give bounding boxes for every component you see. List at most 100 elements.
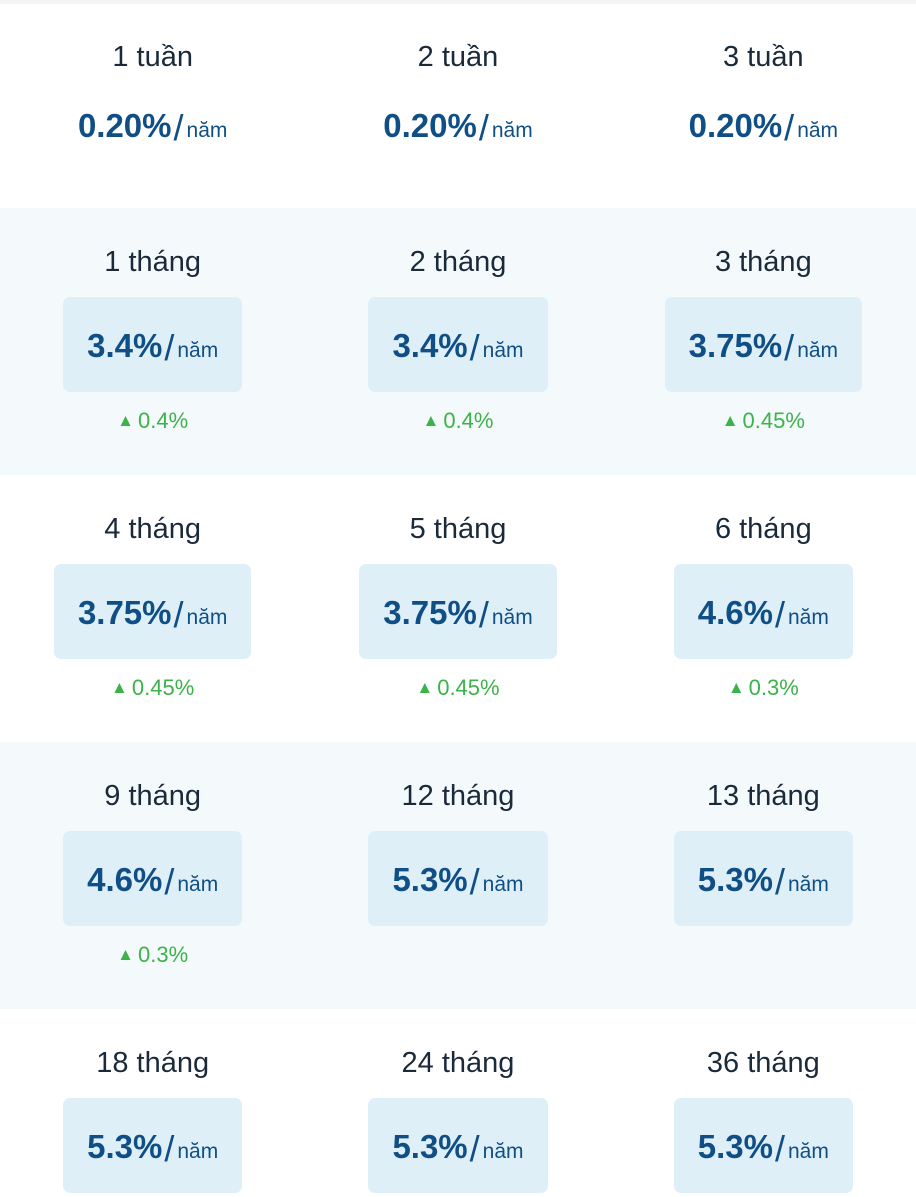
rate-percent: 5.3%	[392, 860, 468, 898]
up-triangle-icon: ▲	[117, 411, 134, 430]
rate-percent: 0.20%	[77, 107, 172, 144]
rate-percent: 0.20%	[383, 107, 477, 144]
interest-rate-grid: 1 tuần 0.20% / năm 2 tuần 0.20% / năm 3 tuần 0.20…	[0, 4, 916, 1197]
rate-change-value: 0.45%	[742, 408, 805, 433]
rate-term-cell[interactable]: 12 tháng 5.3% / năm	[305, 742, 610, 1009]
rate-value: 3.4% / năm	[87, 324, 219, 368]
rate-percent: 3.75%	[383, 593, 477, 631]
rate-box: 4.6% / năm	[673, 564, 853, 659]
rate-value: 3.75% / năm	[688, 324, 839, 368]
rate-change: ▲ 0.3%	[728, 675, 799, 701]
rate-term-cell[interactable]: 24 tháng 5.3% / năm	[305, 1009, 610, 1197]
rate-percent: 3.4%	[392, 326, 468, 364]
slash-separator: /	[774, 593, 785, 635]
rate-unit: năm	[491, 605, 533, 629]
rate-box: 5.3% / năm	[63, 1098, 243, 1193]
rate-term-cell[interactable]: 18 tháng 5.3% / năm	[0, 1009, 305, 1197]
rate-value: 5.3% / năm	[697, 1125, 829, 1169]
top-strip	[0, 0, 916, 4]
rate-term-cell[interactable]: 3 tháng 3.75% / năm ▲ 0.45%	[611, 208, 916, 475]
rate-value: 5.3% / năm	[697, 858, 829, 902]
slash-separator: /	[164, 860, 175, 902]
up-triangle-icon: ▲	[721, 411, 739, 430]
rate-value: 4.6% / năm	[697, 591, 829, 635]
up-triangle-icon: ▲	[422, 411, 440, 430]
rate-unit: năm	[177, 872, 219, 896]
rate-percent: 4.6%	[697, 593, 773, 631]
rate-change: ▲ 0.4%	[117, 408, 188, 434]
rate-box: 5.3% / năm	[673, 1098, 853, 1193]
rate-change: ▲ 0.45%	[722, 408, 805, 434]
slash-separator: /	[774, 860, 785, 902]
rate-term-cell[interactable]: 1 tuần 0.20% / năm	[0, 4, 305, 208]
term-label: 2 tháng	[409, 246, 507, 278]
rate-value: 3.75% / năm	[77, 591, 228, 635]
rate-value: 5.3% / năm	[87, 1125, 219, 1169]
rate-row: 18 tháng 5.3% / năm 24 tháng 5.3% / năm 36 tháng…	[0, 1009, 916, 1197]
slash-separator: /	[164, 326, 175, 368]
term-label: 4 tháng	[104, 513, 202, 545]
slash-separator: /	[784, 326, 795, 368]
term-label: 3 tuần	[723, 41, 804, 73]
rate-box: 3.4% / năm	[368, 297, 548, 392]
term-label: 1 tuần	[112, 41, 193, 73]
term-label: 36 tháng	[706, 1047, 820, 1079]
rate-percent: 4.6%	[87, 860, 163, 898]
rate-value: 5.3% / năm	[392, 858, 524, 902]
rate-box: 4.6% / năm	[63, 831, 243, 926]
rate-box: 5.3% / năm	[368, 1098, 548, 1193]
rate-change-value: 0.3%	[138, 942, 189, 967]
rate-percent: 5.3%	[697, 1127, 773, 1165]
rate-term-cell[interactable]: 5 tháng 3.75% / năm ▲ 0.45%	[305, 475, 610, 742]
rate-percent: 5.3%	[697, 860, 773, 898]
rate-value: 3.4% / năm	[392, 324, 524, 368]
slash-separator: /	[164, 1127, 175, 1169]
rate-unit: năm	[482, 338, 524, 362]
rate-unit: năm	[482, 1139, 524, 1163]
rate-percent: 3.75%	[77, 593, 172, 631]
rate-percent: 5.3%	[392, 1127, 468, 1165]
rate-unit: năm	[177, 1139, 219, 1163]
rate-change-value: 0.3%	[748, 675, 799, 700]
rate-percent: 0.20%	[688, 107, 783, 144]
rate-unit: năm	[482, 872, 524, 896]
slash-separator: /	[469, 326, 480, 368]
term-label: 18 tháng	[96, 1047, 210, 1079]
rate-term-cell[interactable]: 3 tuần 0.20% / năm	[611, 4, 916, 208]
rate-box: 3.75% / năm	[359, 564, 557, 659]
rate-value: 0.20% / năm	[688, 104, 839, 148]
rate-value: 5.3% / năm	[392, 1125, 524, 1169]
rate-change: ▲ 0.45%	[111, 675, 194, 701]
rate-term-cell[interactable]: 2 tháng 3.4% / năm ▲ 0.4%	[305, 208, 610, 475]
rate-change: ▲ 0.45%	[416, 675, 499, 701]
rate-unit: năm	[788, 605, 829, 629]
term-label: 5 tháng	[409, 513, 507, 545]
term-label: 2 tuần	[417, 41, 499, 73]
rate-change-value: 0.45%	[437, 675, 500, 700]
rate-change-value: 0.45%	[131, 675, 195, 700]
rate-unit: năm	[491, 119, 533, 142]
rate-unit: năm	[186, 605, 228, 629]
term-label: 1 tháng	[104, 246, 202, 278]
rate-term-cell[interactable]: 9 tháng 4.6% / năm ▲ 0.3%	[0, 742, 305, 1009]
rate-term-cell[interactable]: 36 tháng 5.3% / năm	[611, 1009, 916, 1197]
rate-unit: năm	[186, 119, 228, 142]
rate-row: 1 tháng 3.4% / năm ▲ 0.4% 2 tháng 3.4% / năm ▲ 0.4%…	[0, 208, 916, 475]
rate-term-cell[interactable]: 13 tháng 5.3% / năm	[611, 742, 916, 1009]
rate-term-cell[interactable]: 2 tuần 0.20% / năm	[305, 4, 610, 208]
rate-unit: năm	[797, 119, 839, 142]
rate-unit: năm	[177, 338, 219, 362]
rate-box: 3.4% / năm	[63, 297, 243, 392]
rate-term-cell[interactable]: 6 tháng 4.6% / năm ▲ 0.3%	[611, 475, 916, 742]
rate-term-cell[interactable]: 4 tháng 3.75% / năm ▲ 0.45%	[0, 475, 305, 742]
rate-percent: 3.75%	[688, 326, 783, 364]
rate-row: 4 tháng 3.75% / năm ▲ 0.45% 5 tháng 3.75% / năm ▲ 0…	[0, 475, 916, 742]
up-triangle-icon: ▲	[117, 945, 134, 964]
rate-term-cell[interactable]: 1 tháng 3.4% / năm ▲ 0.4%	[0, 208, 305, 475]
term-label: 24 tháng	[401, 1047, 515, 1079]
rate-unit: năm	[797, 338, 839, 362]
rate-value: 3.75% / năm	[383, 591, 533, 635]
rate-box: 3.75% / năm	[53, 564, 252, 659]
rate-row: 1 tuần 0.20% / năm 2 tuần 0.20% / năm 3 tuần 0.20…	[0, 4, 916, 208]
rate-box: 3.75% / năm	[664, 297, 863, 392]
